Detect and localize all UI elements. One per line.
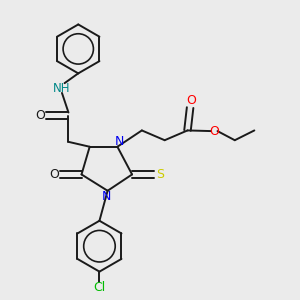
Text: S: S: [156, 168, 164, 181]
Text: NH: NH: [53, 82, 71, 94]
Text: O: O: [186, 94, 196, 106]
Text: Cl: Cl: [93, 281, 106, 294]
Text: N: N: [101, 190, 111, 203]
Text: O: O: [35, 109, 45, 122]
Text: O: O: [209, 124, 219, 138]
Text: O: O: [50, 168, 59, 181]
Text: N: N: [114, 135, 124, 148]
